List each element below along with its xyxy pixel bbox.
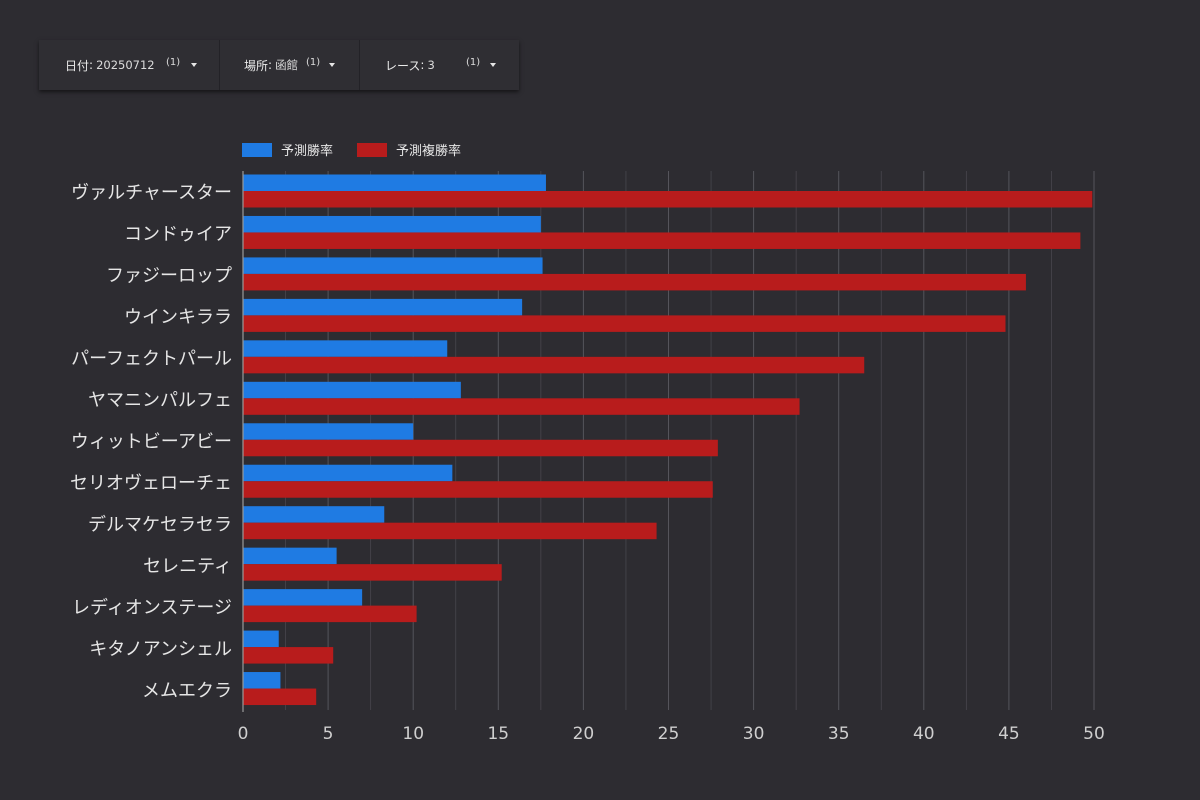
venue-filter-count: (1) (306, 57, 321, 68)
bar-win-rate[interactable] (243, 298, 523, 316)
race-filter[interactable]: レース: 3 (1) (360, 40, 519, 90)
legend-label-place-rate: 予測複勝率 (396, 144, 462, 159)
x-tick-label: 45 (998, 724, 1020, 744)
x-tick-label: 15 (487, 724, 509, 744)
x-tick-label: 25 (658, 724, 680, 744)
x-tick-label: 10 (402, 724, 424, 744)
date-filter[interactable]: 日付: 20250712 (1) (39, 40, 220, 90)
chevron-down-icon[interactable] (329, 63, 335, 67)
category-label: ウィットビーアビー (71, 432, 232, 453)
race-filter-value: 3 (427, 58, 435, 72)
category-label: ヤマニンパルフェ (88, 390, 232, 411)
category-label: ファジーロップ (106, 266, 232, 287)
date-filter-value: 20250712 (96, 58, 155, 72)
bar-win-rate[interactable] (243, 215, 541, 233)
category-label: レディオンステージ (72, 597, 232, 618)
category-label: セレニティ (143, 556, 232, 577)
bar-place-rate[interactable] (243, 481, 713, 498)
legend-swatch-place-rate (357, 142, 388, 157)
chevron-down-icon[interactable] (191, 63, 197, 67)
bar-win-rate[interactable] (243, 630, 279, 648)
bar-win-rate[interactable] (243, 672, 281, 689)
bar-win-rate[interactable] (243, 506, 385, 523)
category-label: ヴァルチャースター (71, 183, 232, 204)
bar-win-rate[interactable] (243, 423, 414, 440)
bar-place-rate[interactable] (243, 647, 334, 664)
x-tick-label: 20 (573, 724, 595, 744)
filter-bar: 日付: 20250712 (1) 場所: 函館 (1) レース: 3 (1) (39, 40, 519, 90)
bar-place-rate[interactable] (243, 522, 657, 540)
bar-place-rate[interactable] (243, 688, 317, 706)
category-label: パーフェクトパール (71, 349, 232, 370)
category-label: キタノアンシェル (89, 639, 232, 660)
bar-win-rate[interactable] (243, 589, 363, 606)
category-label: ウインキララ (124, 307, 232, 328)
bar-win-rate[interactable] (243, 381, 461, 399)
bar-win-rate[interactable] (243, 174, 546, 192)
x-tick-label: 30 (743, 724, 765, 744)
bar-place-rate[interactable] (243, 273, 1026, 291)
x-tick-label: 40 (913, 724, 935, 744)
legend-swatch-win-rate (242, 142, 272, 157)
bar-win-rate[interactable] (243, 257, 543, 274)
x-tick-label: 35 (828, 724, 850, 744)
bar-place-rate[interactable] (243, 398, 800, 415)
bar-place-rate[interactable] (243, 605, 417, 623)
bar-place-rate[interactable] (243, 232, 1081, 249)
venue-filter[interactable]: 場所: 函館 (1) (220, 40, 360, 90)
bar-place-rate[interactable] (243, 315, 1006, 332)
bar-place-rate[interactable] (243, 191, 1093, 208)
bar-win-rate[interactable] (243, 340, 448, 357)
legend-label-win-rate: 予測勝率 (281, 144, 334, 159)
legend-item-win-rate[interactable]: 予測勝率 (242, 140, 333, 159)
date-filter-label: 日付 (65, 58, 90, 73)
bar-win-rate[interactable] (243, 464, 453, 482)
legend-item-place-rate[interactable]: 予測複勝率 (357, 140, 461, 159)
race-filter-count: (1) (466, 57, 481, 68)
category-label: コンドゥイア (124, 224, 232, 245)
venue-filter-value: 函館 (275, 58, 299, 72)
x-tick-label: 50 (1083, 724, 1105, 744)
category-label: デルマケセラセラ (88, 514, 232, 535)
chevron-down-icon[interactable] (490, 63, 496, 67)
category-label: セリオヴェローチェ (70, 473, 232, 494)
bar-place-rate[interactable] (243, 564, 502, 581)
bar-place-rate[interactable] (243, 356, 865, 374)
category-label: メムエクラ (142, 680, 232, 701)
race-filter-label: レース (385, 58, 421, 73)
bar-place-rate[interactable] (243, 439, 718, 457)
x-tick-label: 0 (238, 724, 249, 744)
date-filter-count: (1) (166, 57, 181, 68)
x-tick-label: 5 (323, 724, 334, 744)
bar-win-rate[interactable] (243, 547, 337, 565)
chart-legend: 予測勝率 予測複勝率 (242, 140, 485, 159)
venue-filter-label: 場所 (244, 58, 269, 73)
